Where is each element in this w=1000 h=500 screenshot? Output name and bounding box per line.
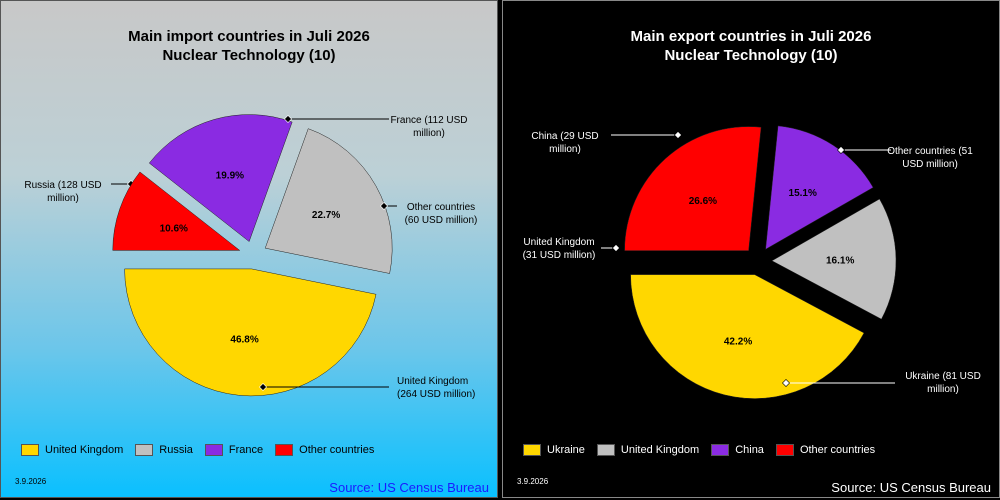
legend-item: France [204, 444, 264, 456]
legend-item: Other countries [275, 444, 374, 456]
legend-label: Russia [159, 444, 193, 456]
legend-label: Ukraine [547, 444, 585, 456]
legend-item: United Kingdom [21, 444, 123, 456]
chart-legend: United Kingdom Russia France Other count… [21, 444, 386, 456]
legend-swatch [596, 444, 615, 456]
slice-callout-label: United Kingdom [397, 376, 468, 387]
slice-callout-label: million) [549, 144, 581, 155]
callout-marker [284, 115, 292, 123]
slice-callout-label: (264 USD million) [397, 389, 475, 400]
import-pie-chart: 46.8% United Kingdom (264 USD million) 22.7… [24, 114, 478, 400]
slice-callout-label: million) [413, 128, 445, 139]
pie-slice-united-kingdom [771, 198, 897, 320]
slice-callout-label: China (29 USD [531, 131, 598, 142]
chart-legend: Ukraine United Kingdom China Other count… [523, 444, 887, 456]
slice-callout-label: (31 USD million) [523, 250, 596, 261]
pie-slice-other-countries [624, 126, 762, 251]
legend-label: Other countries [299, 444, 375, 456]
callout-marker [380, 202, 388, 210]
slice-percent-label: 26.6% [689, 196, 717, 207]
legend-label: France [228, 444, 264, 456]
chart-source: Source: US Census Bureau [831, 480, 991, 495]
chart-title: Main export countries in Juli 2026 Nucle… [503, 27, 999, 65]
legend-swatch [275, 444, 294, 456]
slice-percent-label: 42.2% [724, 337, 752, 348]
legend-label: United Kingdom [620, 444, 700, 456]
slice-callout-label: Other countries (51 [887, 146, 973, 157]
slice-callout-label: Russia (128 USD [24, 180, 101, 191]
legend-label: Other countries [799, 444, 876, 456]
legend-label: United Kingdom [45, 444, 124, 456]
legend-swatch [775, 444, 794, 456]
slice-callout-label: million) [47, 193, 79, 204]
slice-percent-label: 46.8% [230, 334, 258, 345]
legend-item: Other countries [775, 444, 876, 456]
callout-marker [837, 146, 845, 154]
legend-item: United Kingdom [596, 444, 700, 456]
slice-callout-label: (60 USD million) [405, 215, 478, 226]
legend-item: China [711, 444, 764, 456]
pie-slice-ukraine [630, 274, 865, 399]
chart-title-line-2: Nuclear Technology (10) [664, 47, 838, 64]
callout-marker [259, 383, 267, 391]
legend-item: Russia [135, 444, 193, 456]
slice-percent-label: 19.9% [216, 170, 244, 181]
callout-marker [782, 379, 790, 387]
legend-swatch [711, 444, 730, 456]
chart-title-line-1: Main import countries in Juli 2026 [128, 28, 370, 45]
callout-marker [674, 131, 682, 139]
legend-item: Ukraine [523, 444, 585, 456]
slice-percent-label: 22.7% [312, 210, 340, 221]
chart-date: 3.9.2026 [15, 477, 47, 486]
chart-title-line-2: Nuclear Technology (10) [162, 47, 336, 64]
legend-swatch [21, 444, 39, 456]
slice-callout-label: United Kingdom [523, 237, 594, 248]
slice-percent-label: 16.1% [826, 256, 854, 267]
slice-callout-label: million) [927, 384, 959, 395]
pie-slice-china [765, 125, 874, 250]
chart-title-line-1: Main export countries in Juli 2026 [630, 28, 872, 45]
legend-swatch [135, 444, 154, 456]
slice-callout-label: France (112 USD [390, 115, 467, 126]
chart-date: 3.9.2026 [517, 477, 549, 486]
slice-callout-label: Other countries [407, 202, 475, 213]
legend-label: China [735, 444, 764, 456]
pie-slice-france [148, 114, 293, 242]
pie-slice-russia [264, 128, 393, 274]
slice-callout-label: USD million) [902, 159, 958, 170]
chart-source: Source: US Census Bureau [329, 480, 489, 495]
pie-slice-other-countries [112, 171, 241, 251]
callout-marker [612, 244, 620, 252]
pie-slice-united-kingdom [124, 268, 377, 397]
import-chart-panel: Main import countries in Juli 2026 Nucle… [0, 0, 498, 498]
export-pie-chart: 42.2% Ukraine (81 USD million) 16.1% United … [523, 125, 981, 399]
slice-percent-label: 15.1% [789, 188, 817, 199]
chart-title: Main import countries in Juli 2026 Nucle… [1, 27, 497, 65]
legend-swatch [204, 444, 223, 456]
slice-callout-label: Ukraine (81 USD [905, 371, 981, 382]
slice-percent-label: 10.6% [160, 224, 188, 235]
export-chart-panel: Main export countries in Juli 2026 Nucle… [502, 0, 1000, 498]
legend-swatch [523, 444, 541, 456]
